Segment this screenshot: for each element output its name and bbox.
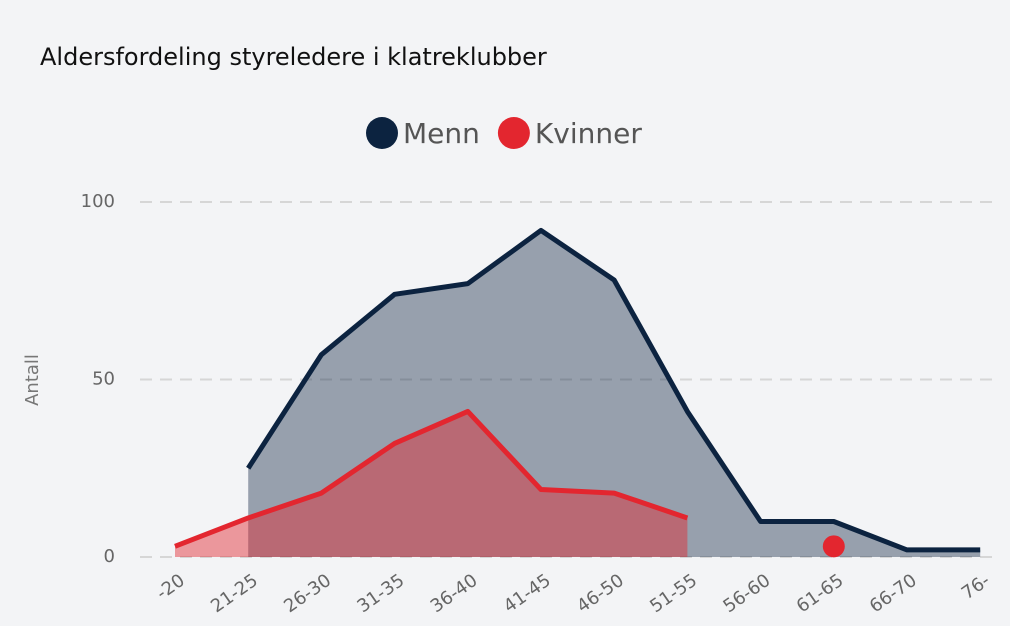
y-tick-label: 50 xyxy=(92,369,115,390)
line xyxy=(246,227,981,553)
legend-marker xyxy=(497,117,530,149)
point xyxy=(822,535,845,558)
y-tick-label: 0 xyxy=(104,546,115,567)
area xyxy=(175,411,688,557)
line xyxy=(174,408,689,549)
area xyxy=(248,230,981,557)
legend-label: Menn xyxy=(403,117,480,150)
legend-marker xyxy=(366,117,398,149)
y-axis-label: Antall xyxy=(22,354,43,406)
legend-label: Kvinner xyxy=(535,117,642,150)
legend: Menn Kvinner xyxy=(366,117,642,150)
chart-title: Aldersfordeling styreledere i klatreklub… xyxy=(40,43,547,71)
y-tick-label: 100 xyxy=(81,191,115,212)
